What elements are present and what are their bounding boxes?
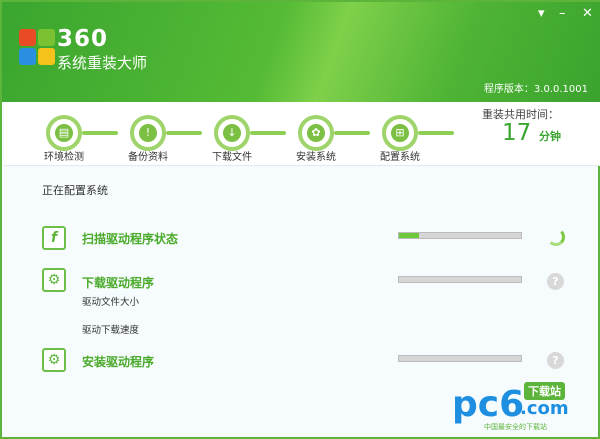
task-detail: 驱动下载速度 — [82, 325, 140, 336]
step-label: 下载文件 — [212, 152, 252, 163]
watermark-badge: 下载站 — [524, 382, 565, 400]
menu-icon[interactable]: ▾ — [538, 6, 545, 21]
step-progress: ▤ ! ↓ ✿ ⊞ 环境检测 备份资料 下载文件 安装系统 配置系统 重装共用时… — [4, 102, 600, 166]
step-label: 配置系统 — [380, 152, 420, 163]
install-icon: ✿ — [298, 115, 334, 151]
logo-icon — [19, 29, 55, 65]
timer-unit: 分钟 — [539, 130, 561, 143]
backup-icon: ! — [130, 115, 166, 151]
timer-label: 重装共用时间： — [482, 108, 559, 121]
close-icon[interactable]: ✕ — [582, 6, 593, 21]
progress-bar — [398, 276, 522, 283]
loading-spinner-icon — [547, 228, 565, 246]
gear-icon: ⚙ — [42, 268, 66, 292]
watermark-slogan: 中国最安全的下载站 — [484, 423, 547, 431]
minimize-icon[interactable]: – — [559, 6, 566, 21]
progress-bar — [398, 355, 522, 362]
flash-icon: f — [42, 226, 66, 250]
help-icon[interactable]: ? — [547, 352, 564, 369]
step-label: 备份资料 — [128, 152, 168, 163]
task-title: 扫描驱动程序状态 — [82, 232, 179, 246]
brand-name: 系统重装大师 — [57, 54, 148, 72]
step-label: 安装系统 — [296, 152, 336, 163]
download-icon: ↓ — [214, 115, 250, 151]
help-icon[interactable]: ? — [547, 273, 564, 290]
timer-value: 17 — [502, 120, 532, 146]
task-title: 下载驱动程序 — [82, 276, 155, 290]
windows-config-icon: ⊞ — [382, 115, 418, 151]
watermark-domain: .com — [520, 398, 569, 419]
computer-icon: ▤ — [46, 115, 82, 151]
task-detail: 驱动文件大小 — [82, 297, 140, 308]
pc6-watermark: pc6 下载站 .com 中国最安全的下载站 — [452, 382, 569, 431]
header: 360 系统重装大师 ▾ – ✕ 程序版本：3.0.0.1001 — [2, 2, 600, 102]
gear-icon: ⚙ — [42, 348, 66, 372]
step-label: 环境检测 — [44, 152, 84, 163]
progress-bar — [398, 232, 522, 239]
task-title: 安装驱动程序 — [82, 355, 155, 369]
version-label: 程序版本：3.0.0.1001 — [483, 84, 588, 95]
status-text: 正在配置系统 — [42, 184, 108, 197]
brand-number: 360 — [57, 26, 109, 52]
